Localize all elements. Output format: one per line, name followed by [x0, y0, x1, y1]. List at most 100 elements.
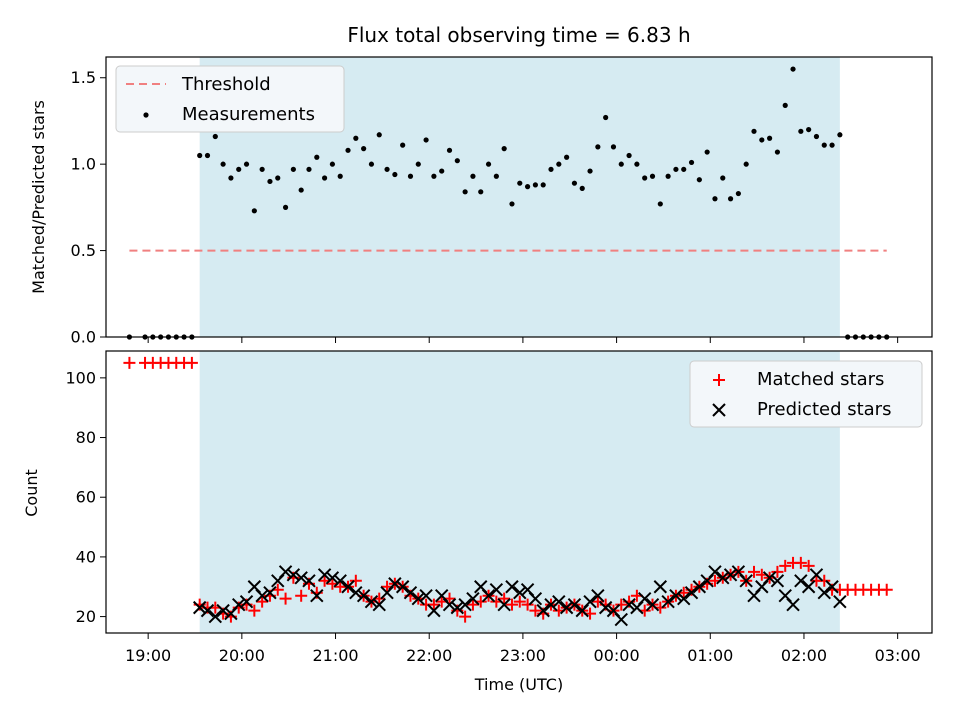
top-y-tick-label: 0.5 — [71, 241, 96, 260]
measurement-point — [727, 196, 734, 202]
matched-star-point — [466, 598, 479, 611]
measurement-point — [384, 166, 390, 172]
predicted-star-point — [349, 586, 363, 600]
measurement-point — [806, 126, 812, 133]
measurement-point — [564, 154, 570, 160]
measurement-point — [579, 185, 585, 191]
predicted-star-point — [411, 591, 425, 606]
matched-star-point — [123, 356, 136, 369]
measurement-point — [337, 173, 343, 179]
predicted-star-point — [216, 603, 230, 618]
predicted-star-point — [317, 568, 332, 582]
measurement-point — [275, 175, 281, 181]
predicted-star-point — [341, 580, 355, 594]
predicted-star-point — [302, 574, 316, 588]
predicted-star-point — [200, 603, 215, 618]
measurement-point — [228, 175, 234, 181]
predicted-star-point — [395, 580, 410, 594]
matched-star-point — [779, 559, 792, 572]
measurement-point — [454, 158, 460, 164]
measurement-point — [485, 161, 492, 167]
chart-title: Flux total observing time = 6.83 h — [347, 23, 690, 47]
legend-threshold-label: Threshold — [181, 74, 271, 95]
predicted-star-point — [497, 597, 511, 612]
measurement-point — [735, 190, 741, 197]
measurement-point — [673, 166, 679, 172]
predicted-star-point — [801, 580, 816, 594]
measurement-point — [688, 159, 695, 166]
predicted-star-point — [669, 588, 683, 603]
predicted-star-point — [466, 591, 480, 606]
matched-star-point — [349, 574, 362, 587]
predicted-star-point — [325, 571, 340, 585]
bottom-y-axis-label: Count — [22, 469, 41, 517]
legend-predicted-label: Predicted stars — [757, 399, 891, 420]
matched-star-point — [747, 565, 760, 578]
predicted-star-point — [255, 588, 269, 603]
matched-star-point — [248, 604, 261, 617]
measurement-point — [220, 161, 226, 167]
measurement-points — [126, 66, 890, 340]
measurement-point — [829, 142, 835, 148]
measurement-point — [720, 175, 726, 181]
top-axis-ticks: 0.0 0.5 1.0 1.5 — [71, 68, 899, 347]
measurement-point — [282, 204, 289, 210]
matched-star-point — [818, 574, 831, 587]
measurement-point — [392, 171, 398, 178]
predicted-star-point — [559, 600, 574, 615]
measurement-point — [665, 173, 671, 179]
measurement-point — [501, 146, 507, 152]
predicted-star-point — [505, 580, 519, 594]
measurement-point — [556, 161, 562, 167]
measurement-point — [610, 144, 617, 150]
measurement-point — [759, 137, 765, 143]
measurement-point — [345, 147, 351, 153]
predicted-star-point — [450, 600, 465, 615]
predicted-star-point — [716, 571, 730, 585]
predicted-star-point — [536, 603, 550, 618]
measurement-point — [509, 201, 515, 207]
matched-star-point — [615, 598, 628, 611]
measurement-point — [681, 166, 687, 172]
measurement-point — [540, 182, 546, 188]
x-tick-label: 20:00 — [219, 646, 265, 665]
measurement-point — [649, 173, 656, 179]
top-legend: Threshold Measurements — [115, 65, 345, 133]
matched-star-point — [498, 592, 511, 605]
measurement-point — [470, 173, 476, 179]
measurement-point — [431, 173, 437, 179]
measurement-point — [462, 189, 468, 195]
measurement-point — [813, 133, 820, 140]
predicted-star-point — [645, 597, 660, 612]
predicted-star-point — [786, 597, 800, 612]
predicted-star-point — [684, 586, 699, 600]
bottom-y-tick-label: 100 — [65, 368, 96, 387]
top-axes-frame — [105, 56, 933, 338]
legend-matched-swatch — [713, 374, 725, 386]
measurement-point — [259, 166, 265, 172]
measurement-point — [376, 132, 382, 138]
predicted-star-point — [614, 612, 628, 627]
x-tick-label: 22:00 — [406, 646, 452, 665]
top-legend-box — [115, 65, 345, 133]
predicted-star-point — [388, 577, 402, 591]
measurement-point — [603, 114, 609, 121]
x-tick-label: 23:00 — [500, 646, 546, 665]
measurement-point — [446, 147, 453, 153]
predicted-star-point — [372, 597, 386, 612]
predicted-star-point — [192, 600, 207, 615]
matched-star-point — [427, 598, 440, 611]
bottom-y-tick-label: 80 — [76, 428, 96, 447]
predicted-star-point — [825, 580, 839, 594]
measurement-point — [657, 201, 663, 207]
measurement-point — [322, 175, 328, 181]
predicted-star-point — [403, 586, 418, 600]
bottom-axes-frame — [105, 350, 933, 634]
top-y-axis-label: Matched/Predicted stars — [29, 100, 48, 294]
measurement-point — [290, 166, 296, 172]
x-tick-label: 02:00 — [781, 646, 827, 665]
predicted-star-point — [263, 586, 277, 600]
predicted-star-point — [232, 597, 246, 612]
matched-star-point — [256, 595, 269, 608]
bottom-y-tick-label: 20 — [76, 607, 96, 626]
